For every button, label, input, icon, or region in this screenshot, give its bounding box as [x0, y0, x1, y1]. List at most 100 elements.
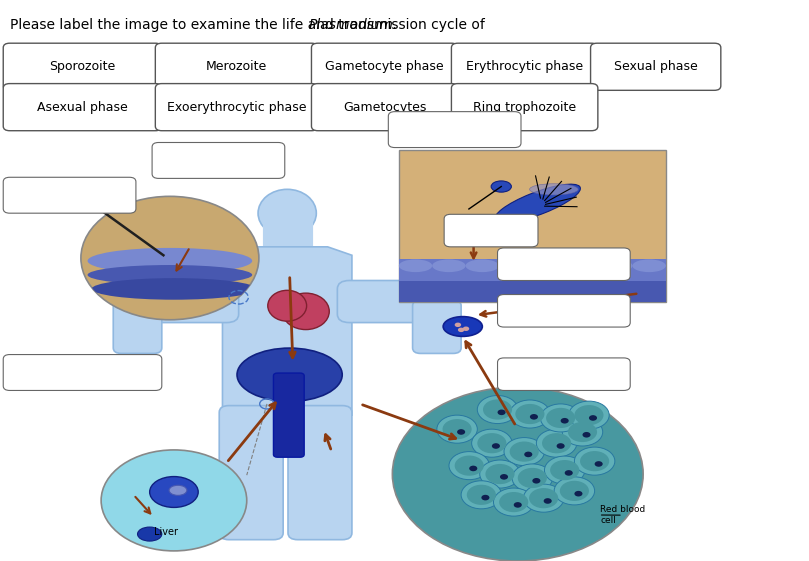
FancyBboxPatch shape — [388, 112, 521, 148]
Ellipse shape — [282, 293, 329, 329]
Circle shape — [455, 323, 461, 327]
Circle shape — [461, 481, 502, 509]
Circle shape — [458, 328, 464, 332]
Ellipse shape — [87, 265, 252, 285]
Circle shape — [481, 495, 489, 500]
FancyBboxPatch shape — [337, 280, 443, 323]
Circle shape — [392, 387, 643, 561]
FancyBboxPatch shape — [3, 43, 162, 90]
FancyBboxPatch shape — [451, 43, 598, 90]
Circle shape — [523, 484, 564, 512]
Circle shape — [477, 433, 506, 453]
Text: Merozoite: Merozoite — [206, 60, 267, 73]
FancyBboxPatch shape — [3, 355, 162, 390]
Circle shape — [492, 443, 500, 449]
FancyBboxPatch shape — [129, 280, 239, 323]
Text: Asexual phase: Asexual phase — [37, 100, 128, 114]
Circle shape — [536, 429, 577, 457]
FancyBboxPatch shape — [263, 210, 313, 258]
Circle shape — [582, 432, 591, 438]
Circle shape — [560, 481, 589, 501]
Circle shape — [512, 464, 553, 492]
Text: Sexual phase: Sexual phase — [614, 60, 697, 73]
Ellipse shape — [150, 477, 198, 507]
FancyBboxPatch shape — [311, 84, 458, 131]
Ellipse shape — [268, 291, 307, 321]
Ellipse shape — [258, 190, 316, 237]
Circle shape — [574, 405, 604, 425]
Text: Exoerythrocytic phase: Exoerythrocytic phase — [167, 100, 307, 114]
Circle shape — [574, 447, 615, 475]
Circle shape — [510, 442, 539, 462]
Ellipse shape — [633, 259, 666, 272]
Circle shape — [480, 460, 520, 488]
Circle shape — [483, 399, 512, 420]
Ellipse shape — [237, 348, 342, 402]
Circle shape — [469, 466, 477, 471]
Circle shape — [544, 456, 585, 484]
Circle shape — [530, 414, 538, 420]
Ellipse shape — [87, 248, 252, 274]
FancyBboxPatch shape — [498, 248, 630, 280]
Circle shape — [463, 327, 469, 331]
Ellipse shape — [399, 259, 432, 272]
Ellipse shape — [91, 278, 256, 300]
Circle shape — [477, 396, 518, 424]
Circle shape — [565, 470, 573, 476]
Circle shape — [437, 415, 477, 443]
FancyBboxPatch shape — [311, 43, 458, 90]
Text: Gametocytes: Gametocytes — [343, 100, 426, 114]
Circle shape — [457, 429, 465, 435]
FancyBboxPatch shape — [399, 150, 666, 302]
Circle shape — [472, 429, 512, 457]
Circle shape — [540, 404, 581, 432]
Circle shape — [510, 400, 550, 428]
Circle shape — [524, 452, 532, 457]
Circle shape — [455, 456, 484, 476]
Circle shape — [529, 488, 558, 508]
Ellipse shape — [465, 259, 499, 272]
FancyBboxPatch shape — [273, 373, 304, 457]
Ellipse shape — [443, 316, 482, 337]
Circle shape — [562, 418, 603, 446]
Circle shape — [589, 415, 597, 421]
Circle shape — [569, 401, 609, 429]
Circle shape — [568, 422, 597, 442]
Circle shape — [493, 488, 534, 516]
Circle shape — [580, 451, 609, 471]
FancyBboxPatch shape — [3, 177, 136, 213]
Circle shape — [443, 419, 472, 439]
Circle shape — [498, 410, 506, 415]
Circle shape — [595, 461, 603, 467]
Ellipse shape — [530, 184, 578, 195]
Circle shape — [499, 492, 528, 512]
Circle shape — [561, 418, 569, 424]
Ellipse shape — [491, 181, 511, 192]
FancyBboxPatch shape — [152, 142, 285, 178]
Circle shape — [514, 502, 522, 508]
Circle shape — [467, 485, 496, 505]
Polygon shape — [222, 247, 352, 415]
FancyBboxPatch shape — [498, 295, 630, 327]
Circle shape — [574, 491, 582, 496]
Circle shape — [550, 460, 579, 480]
Ellipse shape — [565, 259, 599, 272]
Text: Red blood
cell: Red blood cell — [600, 505, 646, 525]
Text: Ring trophozoite: Ring trophozoite — [473, 100, 576, 114]
Circle shape — [485, 464, 515, 484]
Circle shape — [518, 468, 547, 488]
Text: Liver: Liver — [154, 527, 178, 537]
Text: Plasmodium.: Plasmodium. — [308, 18, 397, 32]
Text: Please label the image to examine the life and transmission cycle of: Please label the image to examine the li… — [10, 18, 489, 32]
FancyBboxPatch shape — [413, 300, 461, 353]
Text: Sporozoite: Sporozoite — [49, 60, 116, 73]
FancyBboxPatch shape — [498, 358, 630, 390]
FancyBboxPatch shape — [399, 280, 666, 302]
Ellipse shape — [599, 259, 633, 272]
Circle shape — [500, 474, 508, 480]
FancyBboxPatch shape — [113, 300, 162, 353]
FancyBboxPatch shape — [591, 43, 721, 90]
Ellipse shape — [432, 259, 465, 272]
Circle shape — [557, 443, 565, 449]
Ellipse shape — [169, 485, 187, 495]
